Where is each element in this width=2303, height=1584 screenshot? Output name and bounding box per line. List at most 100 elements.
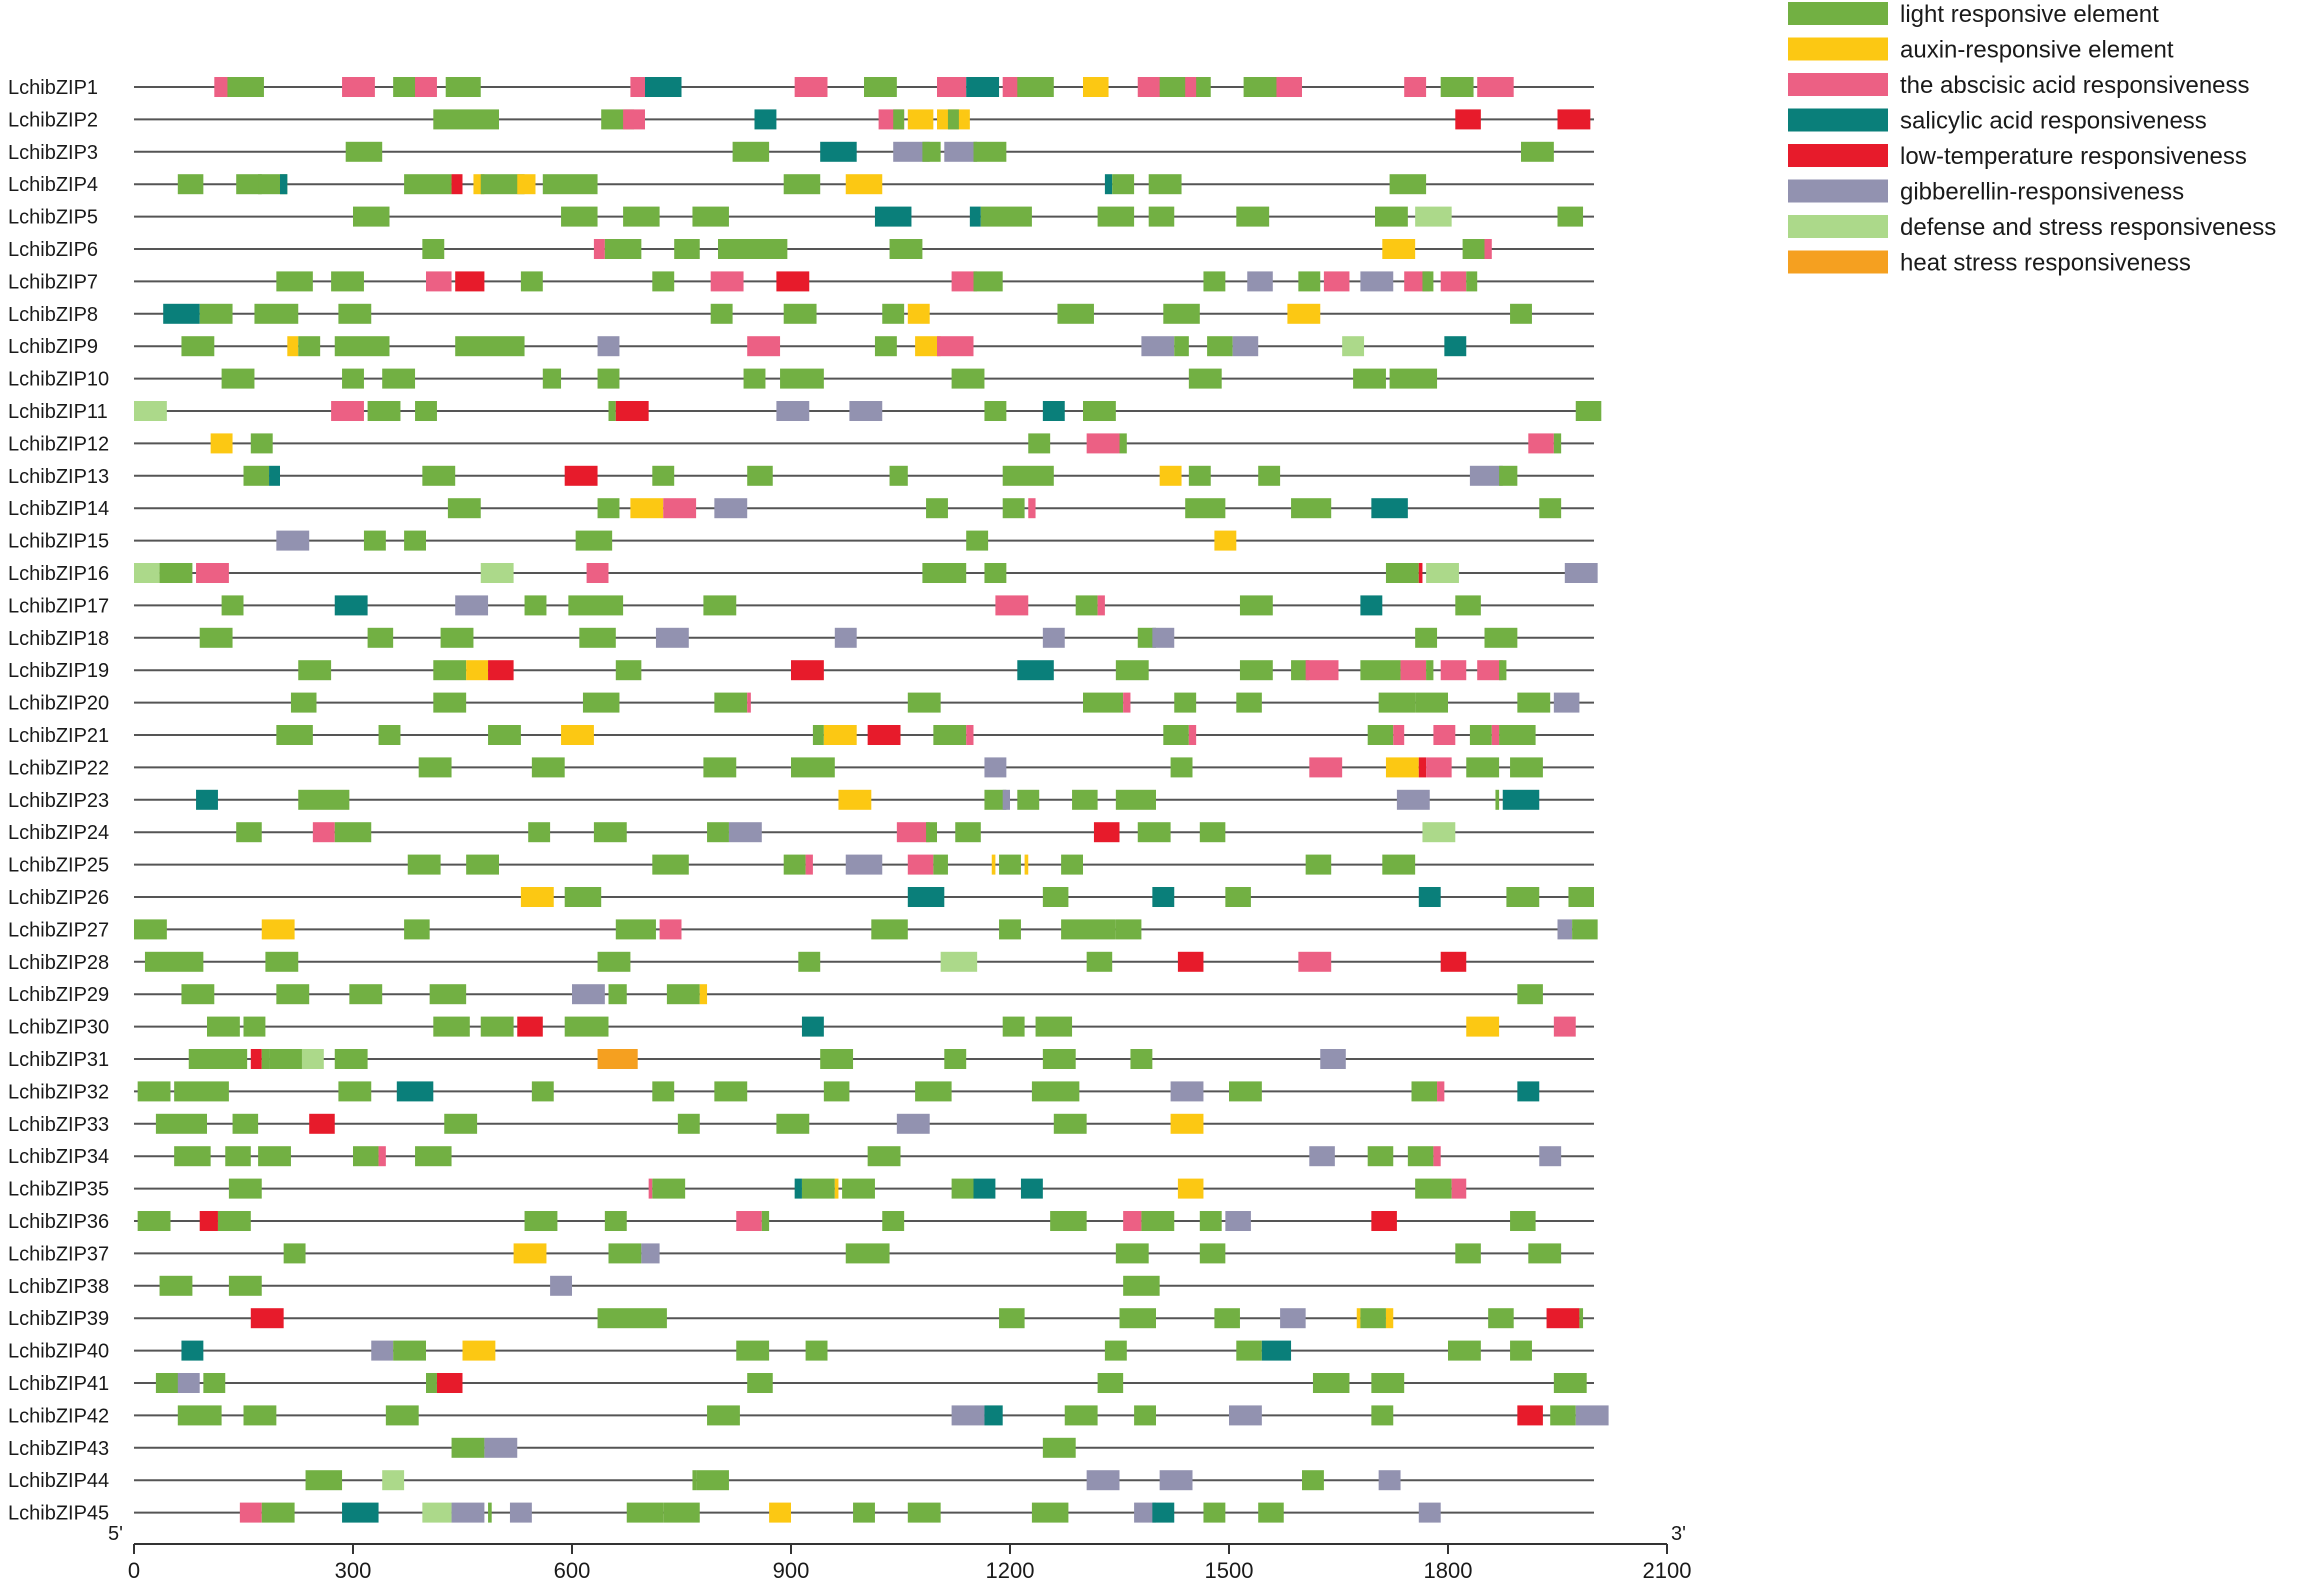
gene-label: LchibZIP33 bbox=[8, 1114, 109, 1136]
element-box-L bbox=[845, 1243, 890, 1264]
element-box-A bbox=[473, 174, 485, 195]
element-box-L bbox=[714, 1081, 748, 1102]
element-box-G bbox=[1134, 1502, 1156, 1523]
element-box-B bbox=[937, 336, 974, 357]
element-box-L bbox=[1360, 660, 1401, 681]
element-box-L bbox=[144, 951, 204, 972]
gene-label: LchibZIP1 bbox=[8, 77, 98, 99]
element-box-A bbox=[1385, 757, 1419, 778]
element-box-L bbox=[1031, 1502, 1069, 1523]
element-box-L bbox=[228, 1178, 262, 1199]
element-box-L bbox=[1097, 206, 1135, 227]
element-box-B bbox=[239, 1502, 262, 1523]
gene-label: LchibZIP22 bbox=[8, 757, 109, 779]
element-box-L bbox=[1053, 1113, 1087, 1134]
element-box-L bbox=[1448, 1340, 1481, 1361]
element-box-L bbox=[203, 1373, 226, 1393]
element-box-G bbox=[1086, 1470, 1120, 1491]
element-box-L bbox=[1188, 368, 1222, 389]
element-box-L bbox=[1557, 206, 1584, 227]
element-box-L bbox=[575, 530, 613, 551]
element-box-L bbox=[944, 1049, 967, 1069]
axis-start-label: 5' bbox=[108, 1523, 123, 1545]
element-box-T bbox=[451, 174, 463, 195]
element-box-L bbox=[1495, 789, 1500, 810]
element-box-T bbox=[1546, 1308, 1580, 1329]
element-box-B bbox=[1440, 271, 1467, 292]
element-box-A bbox=[466, 660, 489, 681]
element-box-L bbox=[199, 627, 233, 648]
gene-row: LchibZIP7 bbox=[8, 271, 1594, 293]
element-box-B bbox=[1404, 77, 1427, 97]
element-box-L bbox=[404, 919, 430, 940]
element-box-G bbox=[550, 1275, 572, 1296]
element-box-L bbox=[882, 303, 905, 324]
element-box-L bbox=[290, 692, 317, 713]
element-box-B bbox=[1298, 951, 1332, 972]
element-box-B bbox=[747, 336, 781, 357]
element-box-L bbox=[882, 1211, 905, 1231]
gene-row: LchibZIP33 bbox=[8, 1113, 1594, 1136]
element-box-L bbox=[243, 1405, 277, 1426]
legend-swatch-A bbox=[1788, 37, 1888, 61]
element-box-T bbox=[1517, 1405, 1543, 1426]
gene-label: LchibZIP4 bbox=[8, 174, 98, 196]
element-box-L bbox=[174, 1081, 229, 1102]
element-box-L bbox=[1462, 239, 1489, 259]
element-box-L bbox=[334, 1049, 368, 1069]
element-box-L bbox=[1159, 77, 1189, 97]
element-box-L bbox=[1553, 433, 1562, 454]
element-box-L bbox=[1239, 660, 1273, 681]
gene-label: LchibZIP2 bbox=[8, 109, 98, 131]
element-box-L bbox=[966, 530, 989, 551]
element-box-L bbox=[524, 1211, 558, 1231]
element-box-L bbox=[707, 822, 729, 843]
element-box-L bbox=[1360, 1308, 1386, 1329]
element-box-L bbox=[1305, 854, 1332, 875]
element-box-L bbox=[714, 692, 748, 713]
element-box-A bbox=[520, 887, 554, 907]
element-box-L bbox=[933, 725, 967, 745]
element-box-L bbox=[531, 757, 565, 778]
legend-label: low-temperature responsiveness bbox=[1900, 143, 2247, 170]
element-box-L bbox=[422, 239, 445, 259]
element-box-L bbox=[951, 368, 985, 389]
gene-row: LchibZIP25 bbox=[8, 854, 1594, 877]
element-box-S bbox=[969, 206, 981, 227]
element-box-L bbox=[597, 951, 631, 972]
element-box-L bbox=[155, 1373, 182, 1393]
element-box-L bbox=[1141, 1211, 1175, 1231]
element-box-L bbox=[298, 336, 321, 357]
element-box-L bbox=[276, 725, 313, 745]
gene-label: LchibZIP20 bbox=[8, 693, 109, 715]
element-box-A bbox=[1083, 77, 1109, 97]
element-box-L bbox=[433, 660, 467, 681]
element-box-L bbox=[217, 1211, 251, 1231]
element-box-T bbox=[250, 1308, 284, 1329]
gene-row: LchibZIP42 bbox=[8, 1405, 1609, 1427]
gene-label: LchibZIP19 bbox=[8, 660, 109, 682]
element-box-A bbox=[838, 789, 872, 810]
gene-row: LchibZIP13 bbox=[8, 465, 1594, 488]
element-box-B bbox=[1002, 77, 1021, 97]
element-box-L bbox=[1119, 1308, 1156, 1329]
element-box-B bbox=[907, 854, 934, 875]
gene-row: LchibZIP1 bbox=[8, 77, 1594, 99]
element-box-L bbox=[236, 174, 262, 195]
legend-label: defense and stress responsiveness bbox=[1900, 214, 2276, 241]
gene-row: LchibZIP29 bbox=[8, 984, 1594, 1006]
element-box-L bbox=[1148, 174, 1182, 195]
element-box-A bbox=[915, 336, 941, 357]
legend-label: gibberellin-responsiveness bbox=[1900, 179, 2184, 206]
element-box-L bbox=[1291, 498, 1332, 519]
element-box-L bbox=[1466, 271, 1478, 292]
element-box-L bbox=[1243, 77, 1281, 97]
element-box-D bbox=[134, 563, 160, 583]
element-box-S bbox=[196, 789, 218, 810]
element-box-G bbox=[893, 141, 930, 162]
element-box-L bbox=[429, 984, 467, 1005]
element-box-L bbox=[349, 984, 383, 1005]
gene-label: LchibZIP27 bbox=[8, 919, 109, 941]
element-box-L bbox=[801, 1178, 835, 1199]
element-box-L bbox=[250, 433, 273, 454]
